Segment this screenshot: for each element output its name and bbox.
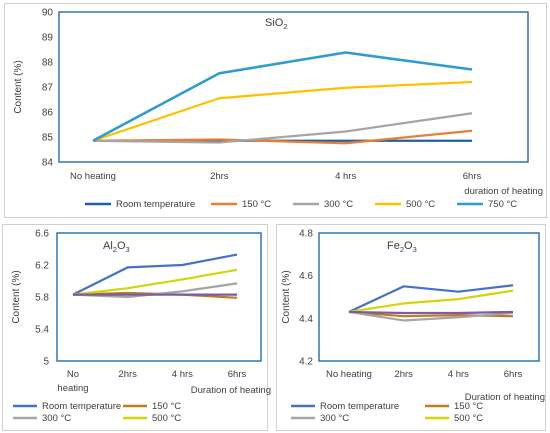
sio2-title-part: SiO — [265, 17, 284, 29]
fe2o3-x-tick-label: 2hrs — [394, 369, 413, 380]
al2o3-x-tick-label: 6hrs — [228, 369, 247, 380]
fe2o3-legend-label: Room temperature — [320, 401, 399, 412]
sio2-legend-label: Room temperature — [116, 199, 195, 210]
sio2-legend-label: 150 °C — [242, 199, 271, 210]
al2o3-chart: 5 5.4 5.8 6.2 6.6 Content (%) Al2O3 No heating 2h… — [11, 229, 271, 425]
al2o3-y-tick-label: 6.2 — [35, 261, 49, 272]
fe2o3-legend-label: 300 °C — [320, 413, 349, 424]
sio2-x-axis-label: duration of heating — [464, 186, 543, 197]
al2o3-x-tick-label: 2hrs — [118, 369, 137, 380]
fe2o3-chart-title: Fe2O3 — [387, 240, 417, 254]
al2o3-y-tick-label: 5 — [43, 357, 49, 368]
fe2o3-title-part: O — [404, 240, 413, 252]
al2o3-title-part: Al — [103, 240, 113, 252]
al2o3-x-tick-label: No heating — [57, 369, 88, 394]
sio2-legend-label: 750 °C — [488, 199, 517, 210]
al2o3-title-part: O — [117, 240, 126, 252]
sio2-y-axis-label: Content (%) — [13, 60, 24, 113]
sio2-series-line-3 — [92, 80, 473, 142]
fe2o3-series-line-4 — [348, 310, 514, 315]
sio2-y-tick-label: 88 — [42, 58, 54, 69]
fe2o3-y-axis-label: Content (%) — [281, 270, 292, 323]
al2o3-plot-area — [56, 232, 262, 362]
sio2-y-tick-label: 87 — [42, 83, 54, 94]
sio2-y-tick-label: 84 — [42, 158, 54, 169]
al2o3-legend-label: 150 °C — [152, 401, 181, 412]
sio2-legend-label: 500 °C — [406, 199, 435, 210]
al2o3-title-part: 3 — [126, 245, 130, 254]
fe2o3-title-part: 3 — [413, 245, 417, 254]
fe2o3-legend-label: 500 °C — [454, 413, 483, 424]
al2o3-chart-title: Al2O3 — [103, 240, 130, 254]
fe2o3-series-line-3 — [348, 289, 514, 314]
sio2-x-tick-label: 6hrs — [463, 171, 482, 182]
al2o3-x-tick-label-part: No — [67, 369, 79, 380]
sio2-chart-panel: 84 85 86 87 88 89 90 Content (%) SiO2 No heating 2… — [4, 3, 547, 218]
al2o3-legend-label: Room temperature — [42, 401, 121, 412]
fe2o3-plot-area — [318, 232, 540, 362]
fe2o3-y-tick-label: 4.2 — [299, 357, 313, 368]
sio2-title-part: 2 — [283, 22, 287, 31]
al2o3-title-part: 2 — [113, 245, 117, 254]
al2o3-x-tick-label: 4 hrs — [172, 369, 193, 380]
fe2o3-legend-label: 150 °C — [454, 401, 483, 412]
fe2o3-series-line-0 — [348, 284, 514, 313]
fe2o3-chart-panel: 4.2 4.4 4.6 4.8 Content (%) Fe2O3 No heating 2h… — [276, 224, 546, 431]
sio2-x-tick-label: 4 hrs — [335, 171, 356, 182]
al2o3-x-axis-label: Duration of heating — [191, 385, 271, 396]
fe2o3-y-tick-label: 4.4 — [299, 314, 313, 325]
al2o3-series-line-0 — [72, 253, 238, 296]
sio2-x-tick-label: No heating — [70, 171, 116, 182]
sio2-x-tick-label: 2hrs — [210, 171, 229, 182]
al2o3-chart-panel: 5 5.4 5.8 6.2 6.6 Content (%) Al2O3 No heating 2h… — [2, 224, 271, 431]
al2o3-x-tick-label-part: heating — [57, 383, 88, 394]
al2o3-y-tick-label: 5.8 — [35, 293, 49, 304]
sio2-legend-label: 300 °C — [324, 199, 353, 210]
fe2o3-series-line-2 — [348, 310, 514, 322]
fe2o3-y-tick-label: 4.8 — [299, 229, 313, 240]
al2o3-legend-label: 300 °C — [42, 413, 71, 424]
al2o3-y-tick-label: 5.4 — [35, 325, 49, 336]
fe2o3-x-tick-label: 6hrs — [504, 369, 523, 380]
fe2o3-y-tick-label: 4.6 — [299, 271, 313, 282]
sio2-y-tick-label: 85 — [42, 133, 54, 144]
sio2-y-tick-label: 90 — [42, 8, 54, 19]
fe2o3-x-tick-label: No heating — [326, 369, 372, 380]
sio2-y-tick-label: 89 — [42, 33, 54, 44]
al2o3-y-tick-label: 6.6 — [35, 229, 49, 240]
sio2-chart-title: SiO2 — [265, 17, 288, 31]
sio2-series-line-4 — [92, 51, 473, 142]
sio2-plot-area — [58, 11, 529, 163]
sio2-series-line-1 — [92, 129, 473, 145]
fe2o3-title-part: Fe — [387, 240, 400, 252]
al2o3-series-line-3 — [72, 268, 238, 296]
fe2o3-title-part: 2 — [400, 245, 404, 254]
sio2-y-tick-label: 86 — [42, 108, 54, 119]
al2o3-legend-label: 500 °C — [152, 413, 181, 424]
sio2-chart: 84 85 86 87 88 89 90 Content (%) SiO2 No heating 2… — [13, 8, 543, 211]
al2o3-y-axis-label: Content (%) — [11, 270, 22, 323]
sio2-series-line-2 — [92, 112, 473, 144]
fe2o3-x-tick-label: 4 hrs — [448, 369, 469, 380]
fe2o3-chart: 4.2 4.4 4.6 4.8 Content (%) Fe2O3 No heating 2h… — [281, 229, 545, 425]
fe2o3-x-axis-label: Duration of heating — [465, 392, 545, 403]
